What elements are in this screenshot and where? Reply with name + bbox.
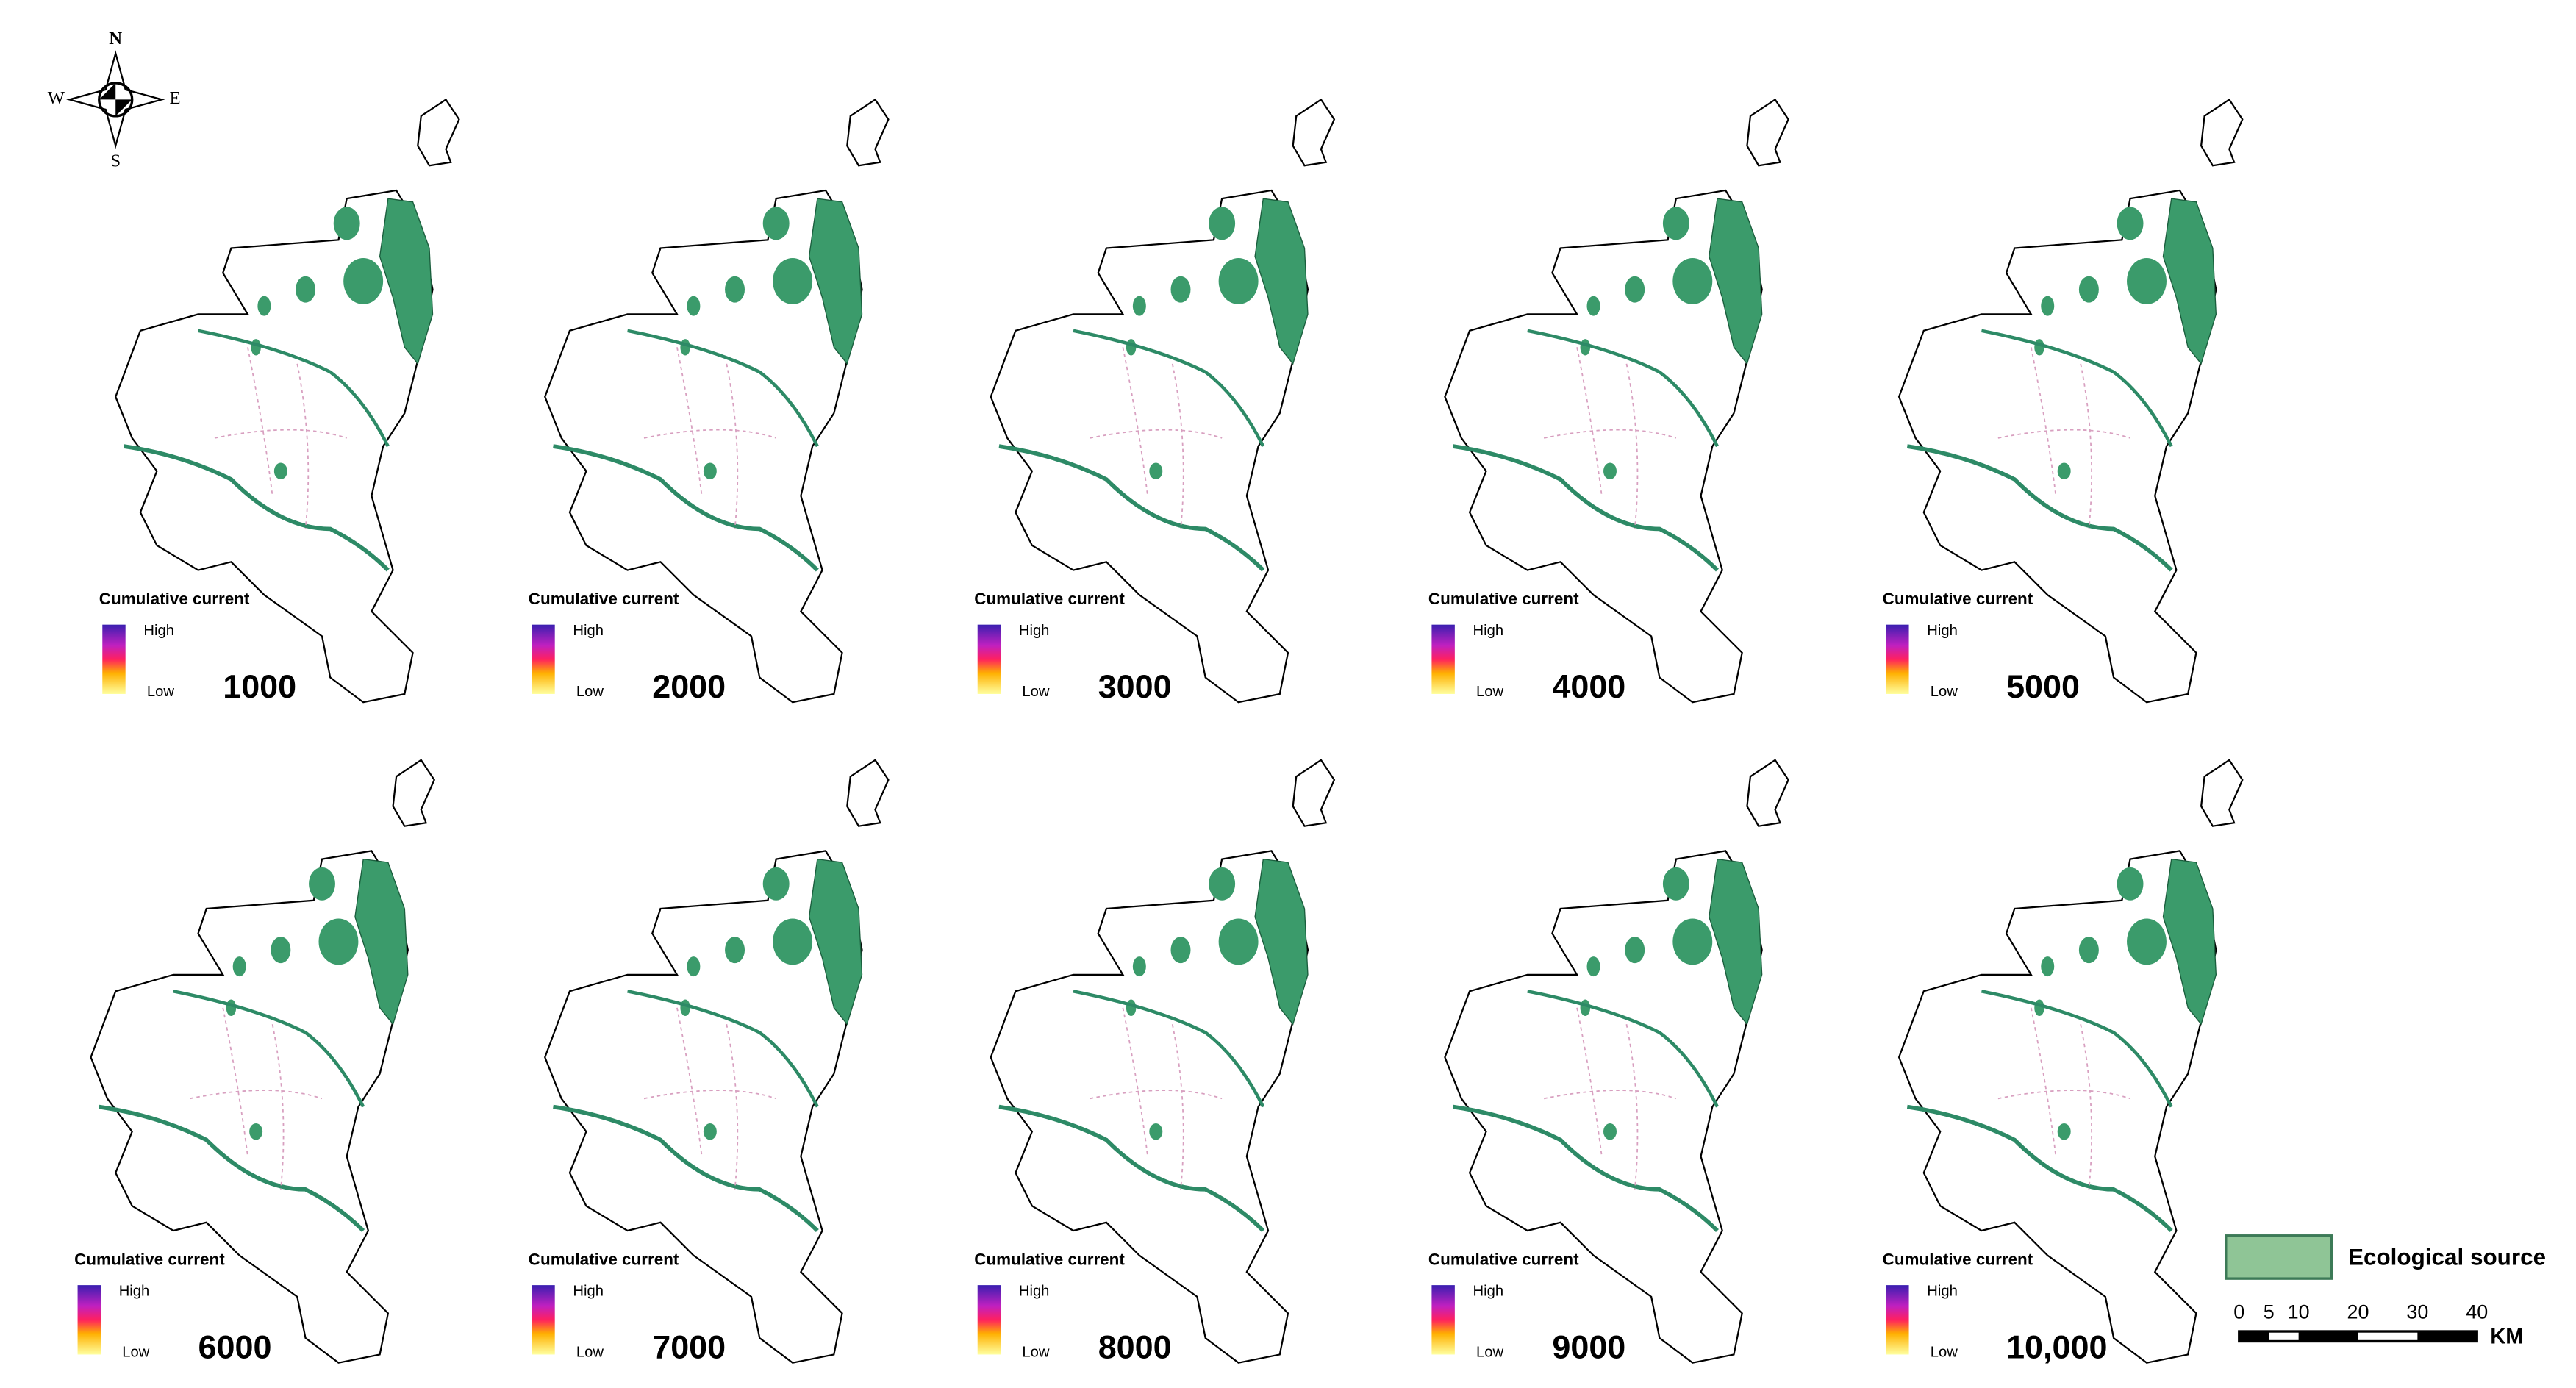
map-panel: Cumulative current High Low 7000 (529, 760, 889, 1366)
map (545, 99, 888, 702)
compass: N S E W (48, 29, 181, 171)
legend-title: Cumulative current (529, 1250, 679, 1268)
map-panel: Cumulative current High Low 10,000 (1883, 760, 2243, 1366)
scale-bar-label: 0 (2233, 1301, 2244, 1323)
legend-title: Cumulative current (974, 1250, 1125, 1268)
scale-bar-unit: KM (2490, 1326, 2523, 1349)
legend-gradient (102, 624, 126, 694)
panel-label: 3000 (1098, 668, 1172, 705)
map-panel: Cumulative current High Low 9000 (1428, 760, 1789, 1366)
legend-low: Low (1022, 1345, 1049, 1361)
map (1445, 99, 1788, 702)
legend-gradient (1886, 624, 1909, 694)
legend-low: Low (1931, 1345, 1958, 1361)
legend-low: Low (1476, 1345, 1503, 1361)
panel-label: 1000 (223, 668, 296, 705)
panel-label: 10,000 (2006, 1328, 2107, 1366)
map-panel: Cumulative current High Low 2000 (529, 99, 889, 705)
ecological-source-swatch (2225, 1234, 2333, 1280)
map-panel: Cumulative current High Low 1000 (99, 99, 459, 705)
legend-gradient (1431, 1285, 1455, 1355)
legend-high: High (143, 623, 174, 639)
legend-low: Low (122, 1345, 149, 1361)
legend-title: Cumulative current (974, 590, 1125, 608)
legend-gradient (977, 1285, 1001, 1355)
legend-title: Cumulative current (1883, 590, 2033, 608)
legend-high: High (573, 1283, 604, 1299)
panel-label: 2000 (652, 668, 726, 705)
legend-high: High (1473, 623, 1504, 639)
compass-north: N (109, 29, 122, 49)
map-panel: Cumulative current High Low 4000 (1428, 99, 1789, 705)
legend-high: High (1473, 1283, 1504, 1299)
legend-gradient (977, 624, 1001, 694)
legend-low: Low (576, 684, 604, 700)
legend-low: Low (1022, 684, 1049, 700)
legend-title: Cumulative current (1428, 1250, 1579, 1268)
scale-bar-label: 20 (2347, 1301, 2369, 1323)
map-panel: Cumulative current High Low 8000 (974, 760, 1334, 1366)
scale-bar-segment (2417, 1331, 2477, 1342)
legend-title: Cumulative current (74, 1250, 225, 1268)
scale-bar-label: 30 (2406, 1301, 2428, 1323)
legend-title: Cumulative current (99, 590, 250, 608)
legend-gradient (1431, 624, 1455, 694)
map (991, 760, 1334, 1363)
compass-south: S (110, 151, 121, 171)
legend-low: Low (576, 1345, 604, 1361)
legend-low: Low (1476, 684, 1503, 700)
legend-gradient (532, 624, 555, 694)
scale-bar-segment (2239, 1331, 2269, 1342)
panel-label: 9000 (1552, 1328, 1625, 1366)
map (1899, 760, 2242, 1363)
legend-title: Cumulative current (1883, 1250, 2033, 1268)
scale-bar-label: 5 (2264, 1301, 2275, 1323)
map (91, 760, 434, 1363)
panel-label: 7000 (652, 1328, 726, 1366)
ecological-source-label: Ecological source (2348, 1244, 2546, 1270)
legend-high: High (573, 623, 604, 639)
legend-high: High (119, 1283, 150, 1299)
legend-high: High (1019, 623, 1050, 639)
panel-label: 5000 (2006, 668, 2080, 705)
legend-low: Low (147, 684, 174, 700)
panel-label: 6000 (198, 1328, 272, 1366)
scale-bar-label: 40 (2466, 1301, 2488, 1323)
panel-label: 8000 (1098, 1328, 1172, 1366)
legend-low: Low (1931, 684, 1958, 700)
map (115, 99, 459, 702)
scale-bar-label: 10 (2288, 1301, 2310, 1323)
legend-gradient (1886, 1285, 1909, 1355)
compass-east: E (170, 88, 181, 108)
legend-gradient (77, 1285, 101, 1355)
legend-title: Cumulative current (1428, 590, 1579, 608)
map-panel: Cumulative current High Low 6000 (74, 760, 434, 1366)
legend-title: Cumulative current (529, 590, 679, 608)
map (991, 99, 1334, 702)
legend-high: High (1927, 1283, 1958, 1299)
scale-bar-segment (2298, 1331, 2358, 1342)
map (1899, 99, 2242, 702)
legend-high: High (1019, 1283, 1050, 1299)
map (1445, 760, 1788, 1363)
map-panel: Cumulative current High Low 5000 (1883, 99, 2243, 705)
panel-label: 4000 (1552, 668, 1625, 705)
map (545, 760, 888, 1363)
legend-high: High (1927, 623, 1958, 639)
legend-gradient (532, 1285, 555, 1355)
map-panel: Cumulative current High Low 3000 (974, 99, 1334, 705)
compass-west: W (48, 88, 65, 108)
